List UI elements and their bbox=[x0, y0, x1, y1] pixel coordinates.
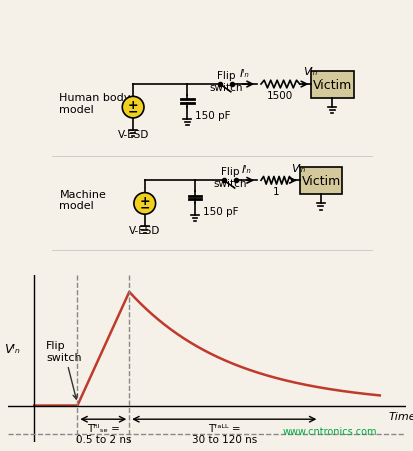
Text: Tᶠᵃᴸᴸ =
30 to 120 ns: Tᶠᵃᴸᴸ = 30 to 120 ns bbox=[191, 423, 256, 444]
Text: Vᴵₙ: Vᴵₙ bbox=[5, 342, 20, 355]
FancyBboxPatch shape bbox=[299, 168, 342, 195]
Text: Time: Time bbox=[387, 411, 413, 421]
Text: +: + bbox=[139, 194, 150, 207]
Circle shape bbox=[122, 97, 144, 119]
Text: Iᴵₙ: Iᴵₙ bbox=[239, 69, 249, 79]
Text: Victim: Victim bbox=[301, 175, 340, 188]
Circle shape bbox=[133, 193, 155, 215]
Text: www.cntronics.com: www.cntronics.com bbox=[282, 426, 377, 436]
Text: V-ESD: V-ESD bbox=[117, 129, 148, 139]
Text: 1500: 1500 bbox=[267, 91, 293, 101]
Text: Flip
switch: Flip switch bbox=[46, 341, 82, 399]
Text: Flip
switch: Flip switch bbox=[209, 71, 242, 92]
Text: +: + bbox=[128, 98, 138, 111]
Text: Machine
model: Machine model bbox=[59, 189, 106, 211]
Text: V-ESD: V-ESD bbox=[129, 226, 160, 235]
Text: Flip
switch: Flip switch bbox=[213, 167, 246, 189]
Text: Vᴵₙ: Vᴵₙ bbox=[290, 163, 304, 173]
Text: 1: 1 bbox=[273, 187, 279, 197]
Text: Human body
model: Human body model bbox=[59, 93, 131, 115]
Text: 150 pF: 150 pF bbox=[195, 110, 230, 120]
Text: 150 pF: 150 pF bbox=[202, 207, 238, 216]
Text: Iᴵₙ: Iᴵₙ bbox=[241, 165, 251, 175]
Text: Tᴿᴵₛₑ =
0.5 to 2 ns: Tᴿᴵₛₑ = 0.5 to 2 ns bbox=[76, 423, 131, 444]
FancyBboxPatch shape bbox=[311, 72, 353, 99]
Text: −: − bbox=[128, 105, 138, 118]
Text: −: − bbox=[139, 201, 150, 214]
Text: Victim: Victim bbox=[312, 79, 351, 92]
Text: Vᴵₙ: Vᴵₙ bbox=[302, 67, 316, 77]
